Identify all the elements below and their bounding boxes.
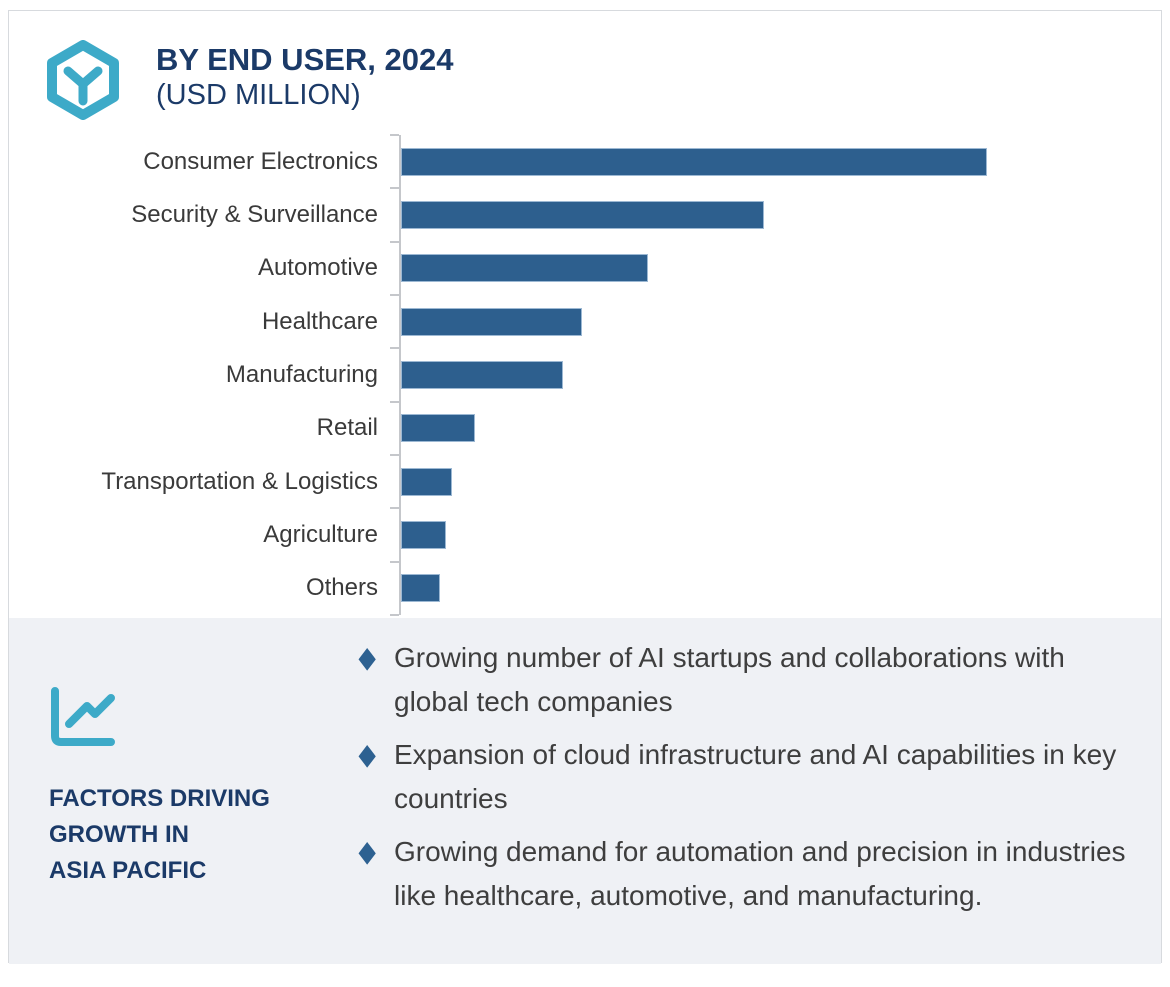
category-label: Healthcare [261,307,378,335]
axis-tick [390,560,399,563]
bar [401,307,583,336]
factors-heading: FACTORS DRIVING GROWTH IN ASIA PACIFIC [49,785,270,884]
factor-bullet: ◆ Growing number of AI startups and colla… [358,636,1138,724]
factor-text: Growing number of AI startups and collab… [394,642,1065,717]
factor-bullet: ◆ Expansion of cloud infrastructure and A… [358,733,1138,821]
bar [401,574,441,603]
category-label: Manufacturing [225,360,378,388]
chart-subtitle: (USD MILLION) [156,79,361,111]
chart-row: Agriculture [9,508,1149,561]
factors-bullet-list: ◆ Growing number of AI startups and colla… [358,636,1138,927]
bar [401,254,649,283]
axis-tick [390,240,399,243]
chart-row: Others [9,562,1149,615]
factor-text: Growing demand for automation and precis… [394,836,1126,911]
category-label: Agriculture [263,520,378,548]
chart-section: BY END USER, 2024 (USD MILLION) Consumer… [9,11,1161,618]
axis-tick [390,400,399,403]
bar [401,147,987,176]
axis-tick [390,453,399,456]
chart-row: Retail [9,402,1149,455]
diamond-bullet-icon: ◆ [358,738,376,772]
axis-tick [390,293,399,296]
bar [401,360,563,389]
diamond-bullet-icon: ◆ [358,641,376,675]
line-chart-icon [51,687,115,746]
bar [401,414,475,443]
category-label: Retail [316,414,378,442]
factors-section: FACTORS DRIVING GROWTH IN ASIA PACIFIC ◆… [9,618,1161,964]
chart-row: Manufacturing [9,348,1149,401]
chart-row: Security & Surveillance [9,188,1149,241]
chart-row: Consumer Electronics [9,135,1149,188]
diamond-bullet-icon: ◆ [358,835,376,869]
infographic-card: BY END USER, 2024 (USD MILLION) Consumer… [8,10,1162,964]
axis-tick [390,613,399,616]
axis-tick [390,507,399,510]
category-label: Automotive [257,254,378,282]
factor-text: Expansion of cloud infrastructure and AI… [394,739,1117,814]
bar [401,520,447,549]
axis-tick [390,187,399,190]
bar [401,467,452,496]
axis-tick [390,134,399,136]
category-label: Transportation & Logistics [101,467,378,495]
bar [401,200,765,229]
category-label: Others [305,574,378,602]
chart-row: Healthcare [9,295,1149,348]
factor-bullet: ◆ Growing demand for automation and preci… [358,830,1138,918]
chart-rows: Consumer Electronics Security & Surveilla… [9,135,1149,615]
chart-title: BY END USER, 2024 [156,42,454,77]
hexagon-box-icon [47,40,119,120]
chart-row: Transportation & Logistics [9,455,1149,508]
category-label: Consumer Electronics [143,147,378,175]
category-label: Security & Surveillance [131,200,378,228]
chart-row: Automotive [9,242,1149,295]
category-axis [399,135,401,615]
chart-title-block: BY END USER, 2024 (USD MILLION) [156,42,756,113]
bar-chart: Consumer Electronics Security & Surveilla… [9,134,1149,616]
axis-tick [390,347,399,350]
